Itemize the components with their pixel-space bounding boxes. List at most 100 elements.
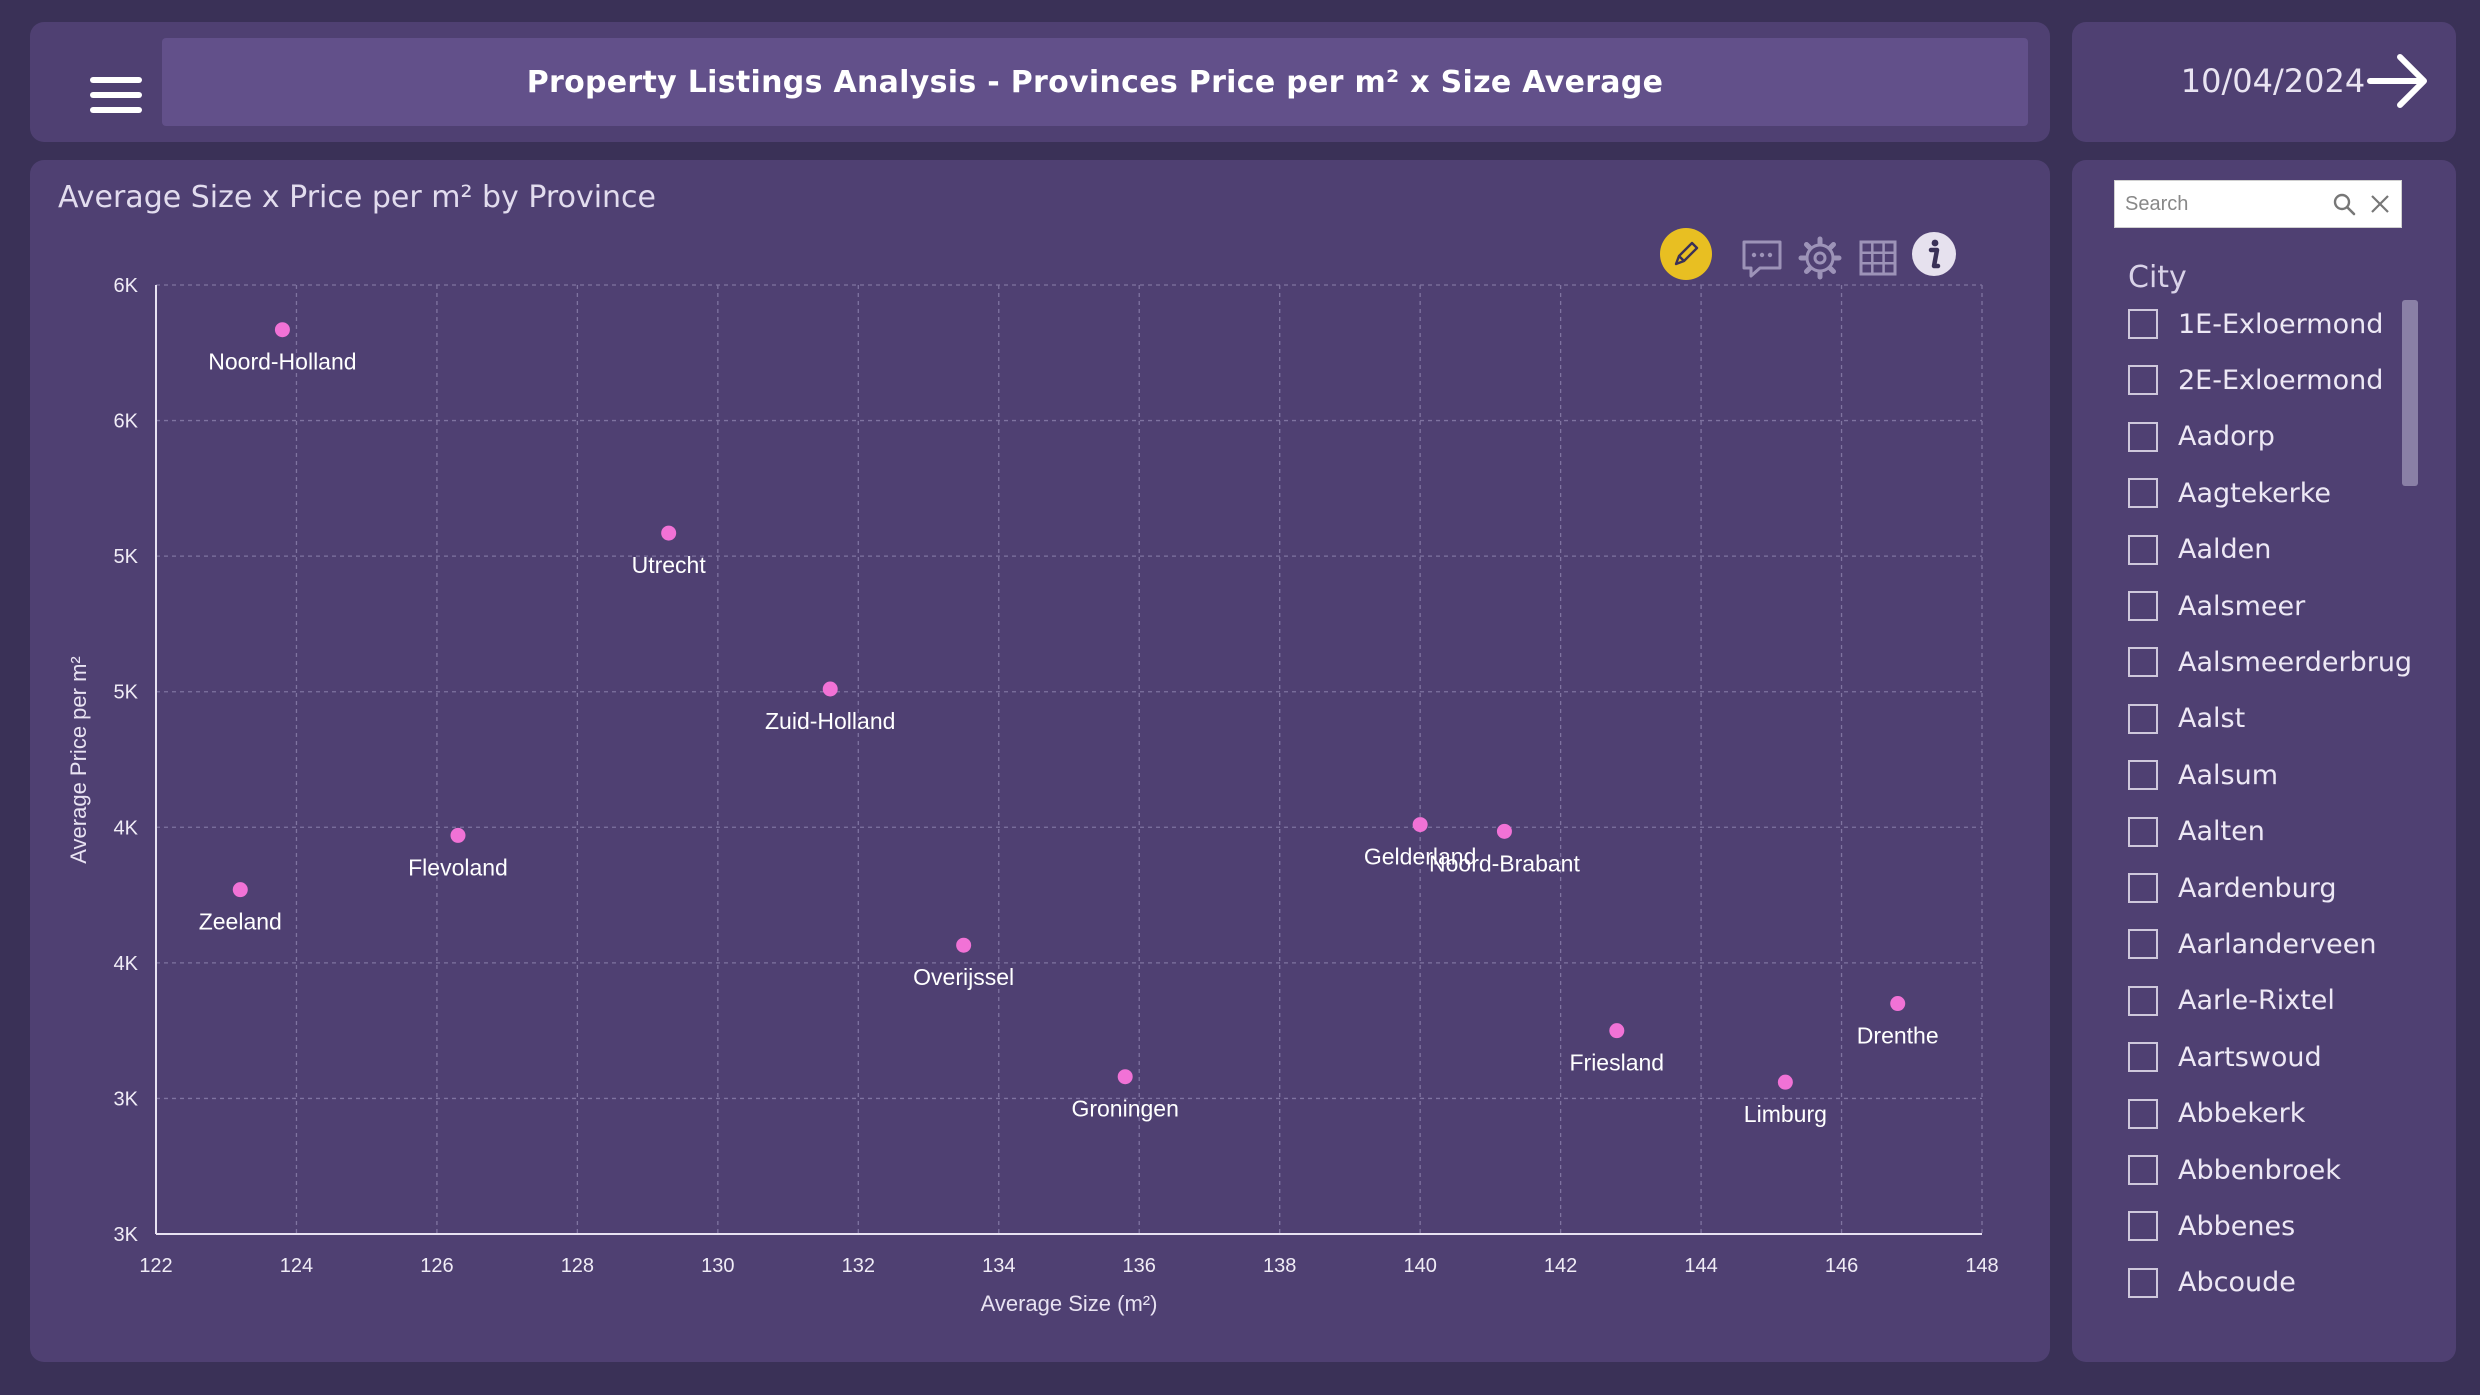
arrow-right-icon[interactable] [2362,44,2436,118]
city-label: Abbekerk [2178,1098,2306,1130]
data-point[interactable] [274,322,290,338]
city-option[interactable]: Abbenbroek [2128,1150,2428,1190]
data-point[interactable] [1412,817,1428,833]
x-tick-label: 148 [1965,1255,1998,1277]
data-point[interactable] [1496,823,1512,839]
info-icon[interactable] [1906,226,1962,282]
city-checkbox[interactable] [2128,929,2158,960]
page-title: Property Listings Analysis - Provinces P… [162,38,2028,126]
data-point-label: Gelderland [1364,844,1477,870]
city-option[interactable]: Abcoude [2128,1263,2428,1303]
x-tick-label: 124 [280,1255,313,1277]
data-point-label: Groningen [1071,1096,1178,1122]
city-label: Aalsmeer [2178,590,2306,622]
y-tick-label: 6K [114,275,139,297]
city-checkbox[interactable] [2128,591,2158,621]
city-checkbox[interactable] [2128,760,2158,791]
city-checkbox[interactable] [2128,1098,2158,1129]
city-label: Aalsum [2178,759,2278,791]
data-point[interactable] [956,937,972,953]
y-tick-label: 6K [114,411,139,433]
city-option[interactable]: Aardenburg [2128,868,2428,908]
chart-panel: Average Size x Price per m² by Province [30,160,2050,1362]
city-option[interactable]: Aartswoud [2128,1037,2428,1077]
city-option[interactable]: Aagtekerke [2128,473,2428,513]
search-input[interactable] [2115,181,2325,227]
city-checkbox[interactable] [2128,985,2158,1016]
scrollbar-thumb[interactable] [2402,300,2418,486]
city-filter-panel: City 1E-Exloermond 2E-Exloermond Aadorp Aag… [2072,160,2456,1362]
city-option[interactable]: Aalten [2128,812,2428,852]
x-tick-label: 138 [1263,1255,1296,1277]
pencil-icon[interactable] [1658,226,1714,282]
data-point-label: Limburg [1744,1101,1827,1127]
x-tick-label: 130 [701,1255,734,1277]
city-checkbox[interactable] [2128,421,2158,452]
city-checkbox[interactable] [2128,478,2158,509]
city-option[interactable]: Aadorp [2128,417,2428,457]
city-checkbox[interactable] [2128,1211,2158,1242]
city-option[interactable]: Aalsum [2128,755,2428,795]
city-option[interactable]: Aalden [2128,530,2428,570]
city-option[interactable]: Abbekerk [2128,1094,2428,1134]
city-checkbox[interactable] [2128,647,2158,678]
gear-icon[interactable] [1792,230,1848,286]
city-checkbox[interactable] [2128,309,2158,339]
filter-heading: City [2128,260,2187,295]
chart-title: Average Size x Price per m² by Province [58,180,656,215]
city-label: Aardenburg [2178,872,2337,904]
city-label: Abcoude [2178,1267,2296,1299]
x-tick-label: 146 [1825,1255,1858,1277]
hamburger-menu-icon[interactable] [90,77,142,121]
city-option[interactable]: Abbenes [2128,1206,2428,1246]
data-point[interactable] [232,882,248,898]
city-label: Aadorp [2178,421,2275,453]
y-tick-label: 3K [114,1224,139,1246]
city-checkbox[interactable] [2128,1042,2158,1073]
data-point[interactable] [450,827,466,843]
x-tick-label: 142 [1544,1255,1577,1277]
city-option[interactable]: Aalsmeer [2128,586,2428,626]
data-point[interactable] [1609,1023,1625,1039]
data-point[interactable] [822,681,838,697]
data-point[interactable] [1890,996,1906,1012]
city-checkbox[interactable] [2128,534,2158,565]
data-point-label: Zuid-Holland [765,708,895,734]
y-tick-label: 5K [114,546,139,568]
y-axis-title: Average Price per m² [66,656,91,863]
x-tick-label: 136 [1123,1255,1156,1277]
table-icon[interactable] [1850,230,1906,286]
city-option[interactable]: Aalst [2128,699,2428,739]
city-label: Aalden [2178,534,2272,566]
city-label: Aalten [2178,816,2265,848]
data-point-label: Zeeland [199,909,282,935]
city-checkbox[interactable] [2128,873,2158,903]
data-point[interactable] [661,525,677,541]
city-option[interactable]: 2E-Exloermond [2128,360,2428,400]
city-checkbox[interactable] [2128,365,2158,396]
x-axis-title: Average Size (m²) [981,1291,1158,1316]
city-option[interactable]: Aarlanderveen [2128,924,2428,964]
city-checkbox[interactable] [2128,816,2158,847]
data-point[interactable] [1117,1069,1133,1085]
city-label: Aagtekerke [2178,477,2332,509]
city-option[interactable]: Aalsmeerderbrug [2128,642,2428,682]
close-icon[interactable] [2367,191,2393,217]
search-box [2114,180,2402,228]
city-checkbox[interactable] [2128,1155,2158,1185]
y-tick-label: 3K [114,1088,139,1110]
city-option[interactable]: Aarle-Rixtel [2128,981,2428,1021]
city-option[interactable]: 1E-Exloermond [2128,304,2428,344]
x-tick-label: 128 [561,1255,594,1277]
header-panel: Property Listings Analysis - Provinces P… [30,22,2050,142]
x-tick-label: 140 [1403,1255,1436,1277]
x-tick-label: 132 [842,1255,875,1277]
city-checkbox[interactable] [2128,703,2158,734]
y-tick-label: 4K [114,953,139,975]
x-tick-label: 122 [139,1255,172,1277]
city-label: Abbenes [2178,1210,2296,1242]
city-label: Aalst [2178,703,2246,735]
city-checkbox[interactable] [2128,1267,2158,1298]
data-point[interactable] [1777,1074,1793,1090]
comment-icon[interactable] [1734,230,1790,286]
